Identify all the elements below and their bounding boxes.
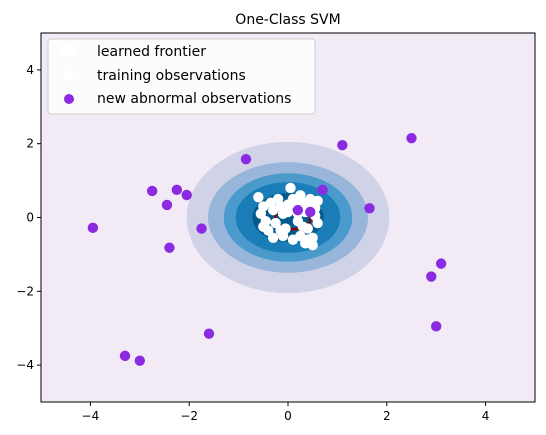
x-tick-label: −2 (180, 409, 198, 423)
legend-label-abnormal: new abnormal observations (97, 91, 291, 107)
training-point (270, 217, 281, 229)
x-tick-label: 4 (482, 409, 490, 423)
abnormal-point (146, 185, 158, 197)
abnormal-point (435, 258, 447, 269)
y-tick-label: −2 (16, 284, 34, 298)
abnormal-point (406, 132, 417, 144)
y-tick-label: 2 (26, 137, 34, 151)
abnormal-point (426, 271, 437, 282)
training-point (280, 223, 291, 234)
abnormal-point (305, 206, 316, 218)
abnormal-point (292, 204, 304, 216)
legend-box (47, 38, 316, 115)
abnormal-point (171, 184, 183, 196)
training-point (267, 232, 279, 243)
abnormal-point (196, 223, 207, 234)
y-axis-ticks: −4 −2 0 2 4 (16, 63, 41, 372)
legend-marker-frontier (60, 45, 77, 56)
abnormal-point (119, 350, 131, 362)
training-point (287, 234, 299, 245)
decision-function-levels (186, 141, 390, 294)
abnormal-point (431, 321, 442, 332)
abnormal-point (134, 355, 145, 366)
y-tick-label: 4 (26, 63, 34, 77)
legend-label-frontier: learned frontier (97, 44, 206, 60)
abnormal-observations (87, 132, 447, 366)
abnormal-point (240, 153, 252, 165)
abnormal-point (181, 189, 192, 201)
abnormal-point (203, 328, 215, 339)
legend-marker-abnormal (64, 94, 74, 104)
training-point (263, 225, 274, 236)
abnormal-point (317, 184, 328, 196)
legend: learned frontier training observations n… (47, 38, 316, 115)
x-tick-label: −4 (82, 409, 100, 423)
x-tick-label: 2 (383, 409, 391, 423)
training-point (282, 199, 294, 210)
x-tick-label: 0 (284, 409, 292, 423)
training-point (297, 221, 309, 232)
abnormal-point (364, 203, 375, 214)
abnormal-point (161, 199, 173, 211)
training-point (253, 192, 264, 203)
legend-label-training: training observations (97, 68, 246, 84)
y-tick-label: 0 (26, 211, 34, 225)
legend-marker-training (64, 70, 74, 80)
abnormal-point (337, 139, 348, 151)
training-point (277, 208, 289, 220)
abnormal-point (87, 222, 99, 234)
training-point (255, 208, 267, 220)
training-point (300, 238, 311, 249)
training-point (285, 182, 296, 194)
chart-title: One-Class SVM (235, 12, 340, 28)
training-point (312, 195, 323, 207)
x-axis-ticks: −4 −2 0 2 4 (82, 402, 490, 423)
y-tick-label: −4 (16, 358, 34, 372)
abnormal-point (164, 242, 175, 253)
